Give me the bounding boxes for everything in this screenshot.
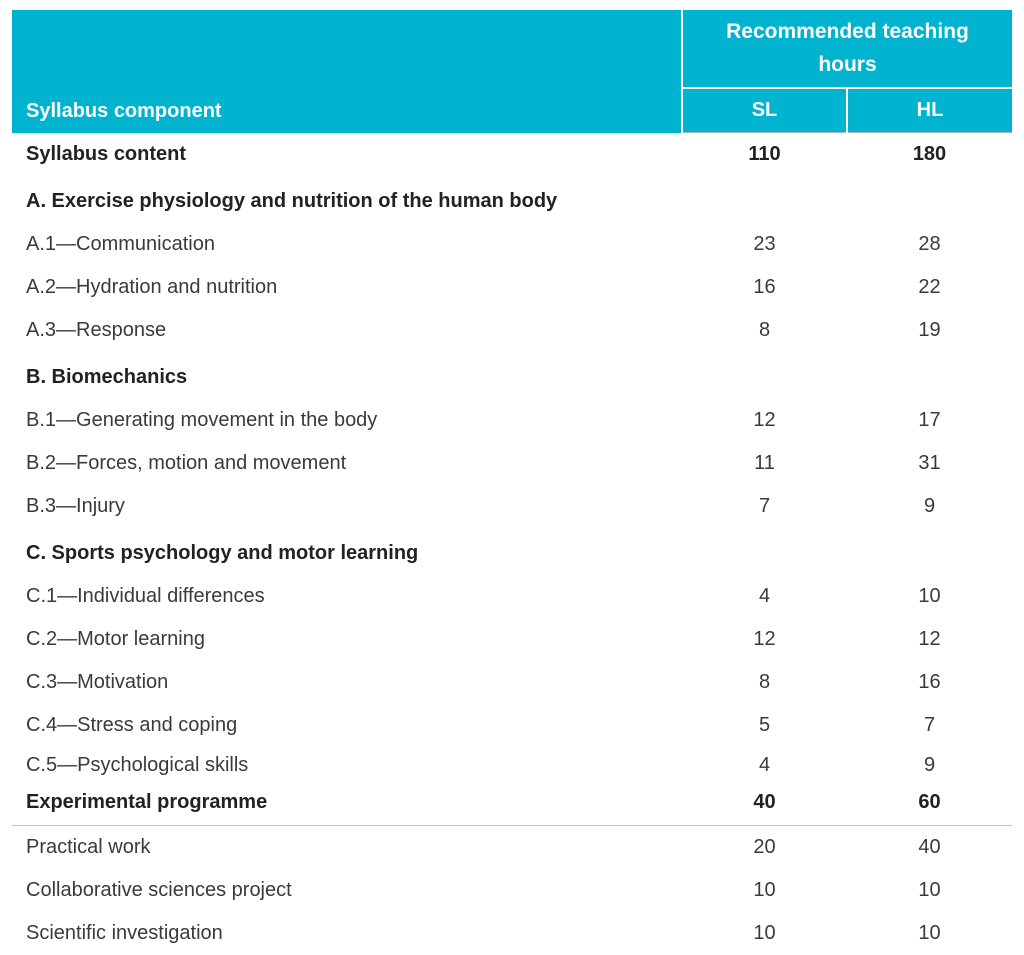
cell-hl: 9 bbox=[847, 747, 1012, 784]
cell-hl: 12 bbox=[847, 618, 1012, 661]
syllabus-hours-table: Syllabus component Recommended teaching … bbox=[12, 10, 1012, 955]
table-body: Syllabus content110180A. Exercise physio… bbox=[12, 133, 1012, 955]
cell-hl: 19 bbox=[847, 309, 1012, 352]
cell-sl: 8 bbox=[682, 661, 847, 704]
table-row: A.3—Response819 bbox=[12, 309, 1012, 352]
cell-component: C.4—Stress and coping bbox=[12, 704, 682, 747]
cell-component: C.3—Motivation bbox=[12, 661, 682, 704]
cell-component: A.2—Hydration and nutrition bbox=[12, 266, 682, 309]
cell-hl: 180 bbox=[847, 133, 1012, 177]
table-row: B. Biomechanics bbox=[12, 352, 1012, 399]
table-row: B.1—Generating movement in the body1217 bbox=[12, 399, 1012, 442]
table-row: C.1—Individual differences410 bbox=[12, 575, 1012, 618]
table-row: B.3—Injury79 bbox=[12, 485, 1012, 528]
cell-component: A.1—Communication bbox=[12, 223, 682, 266]
cell-sl: 10 bbox=[682, 912, 847, 955]
cell-component: C. Sports psychology and motor learning bbox=[12, 528, 682, 575]
cell-sl bbox=[682, 352, 847, 399]
cell-sl bbox=[682, 176, 847, 223]
cell-component: B.1—Generating movement in the body bbox=[12, 399, 682, 442]
cell-hl bbox=[847, 528, 1012, 575]
table-row: B.2—Forces, motion and movement1131 bbox=[12, 442, 1012, 485]
cell-sl: 16 bbox=[682, 266, 847, 309]
cell-component: Scientific investigation bbox=[12, 912, 682, 955]
cell-hl: 10 bbox=[847, 575, 1012, 618]
cell-component: A. Exercise physiology and nutrition of … bbox=[12, 176, 682, 223]
cell-component: C.1—Individual differences bbox=[12, 575, 682, 618]
table-row: C.3—Motivation816 bbox=[12, 661, 1012, 704]
cell-sl: 40 bbox=[682, 784, 847, 821]
table-row: A.2—Hydration and nutrition1622 bbox=[12, 266, 1012, 309]
table-row: C. Sports psychology and motor learning bbox=[12, 528, 1012, 575]
table-header-row-1: Syllabus component Recommended teaching … bbox=[12, 10, 1012, 88]
table-row: C.2—Motor learning1212 bbox=[12, 618, 1012, 661]
cell-component: Collaborative sciences project bbox=[12, 869, 682, 912]
table-row: A. Exercise physiology and nutrition of … bbox=[12, 176, 1012, 223]
cell-sl: 11 bbox=[682, 442, 847, 485]
cell-component: B.2—Forces, motion and movement bbox=[12, 442, 682, 485]
cell-hl: 10 bbox=[847, 912, 1012, 955]
cell-sl: 4 bbox=[682, 575, 847, 618]
cell-sl: 5 bbox=[682, 704, 847, 747]
header-spanner: Recommended teaching hours bbox=[726, 20, 969, 76]
table-row: Collaborative sciences project1010 bbox=[12, 869, 1012, 912]
cell-hl: 40 bbox=[847, 826, 1012, 870]
cell-component: A.3—Response bbox=[12, 309, 682, 352]
cell-sl: 23 bbox=[682, 223, 847, 266]
cell-component: C.2—Motor learning bbox=[12, 618, 682, 661]
cell-component: Experimental programme bbox=[12, 784, 682, 821]
cell-hl: 22 bbox=[847, 266, 1012, 309]
table-row: Experimental programme4060 bbox=[12, 784, 1012, 821]
table-row: C.4—Stress and coping57 bbox=[12, 704, 1012, 747]
cell-hl: 60 bbox=[847, 784, 1012, 821]
cell-sl: 20 bbox=[682, 826, 847, 870]
cell-component: Practical work bbox=[12, 826, 682, 870]
cell-component: C.5—Psychological skills bbox=[12, 747, 682, 784]
cell-sl: 110 bbox=[682, 133, 847, 177]
table-row: A.1—Communication2328 bbox=[12, 223, 1012, 266]
cell-sl: 12 bbox=[682, 618, 847, 661]
table-row: Practical work2040 bbox=[12, 826, 1012, 870]
cell-hl: 16 bbox=[847, 661, 1012, 704]
cell-hl bbox=[847, 176, 1012, 223]
cell-hl: 7 bbox=[847, 704, 1012, 747]
table-row: Syllabus content110180 bbox=[12, 133, 1012, 177]
cell-hl: 31 bbox=[847, 442, 1012, 485]
cell-hl: 28 bbox=[847, 223, 1012, 266]
cell-sl: 8 bbox=[682, 309, 847, 352]
header-col-sl: SL bbox=[752, 99, 778, 121]
cell-hl: 10 bbox=[847, 869, 1012, 912]
cell-sl: 10 bbox=[682, 869, 847, 912]
header-col-hl: HL bbox=[917, 99, 944, 121]
cell-hl: 9 bbox=[847, 485, 1012, 528]
cell-sl bbox=[682, 528, 847, 575]
cell-component: B.3—Injury bbox=[12, 485, 682, 528]
cell-component: Syllabus content bbox=[12, 133, 682, 177]
cell-sl: 4 bbox=[682, 747, 847, 784]
cell-sl: 7 bbox=[682, 485, 847, 528]
header-corner-label: Syllabus component bbox=[26, 100, 222, 122]
cell-sl: 12 bbox=[682, 399, 847, 442]
cell-component: B. Biomechanics bbox=[12, 352, 682, 399]
cell-hl bbox=[847, 352, 1012, 399]
table-row: Scientific investigation1010 bbox=[12, 912, 1012, 955]
table-row: C.5—Psychological skills49 bbox=[12, 747, 1012, 784]
cell-hl: 17 bbox=[847, 399, 1012, 442]
